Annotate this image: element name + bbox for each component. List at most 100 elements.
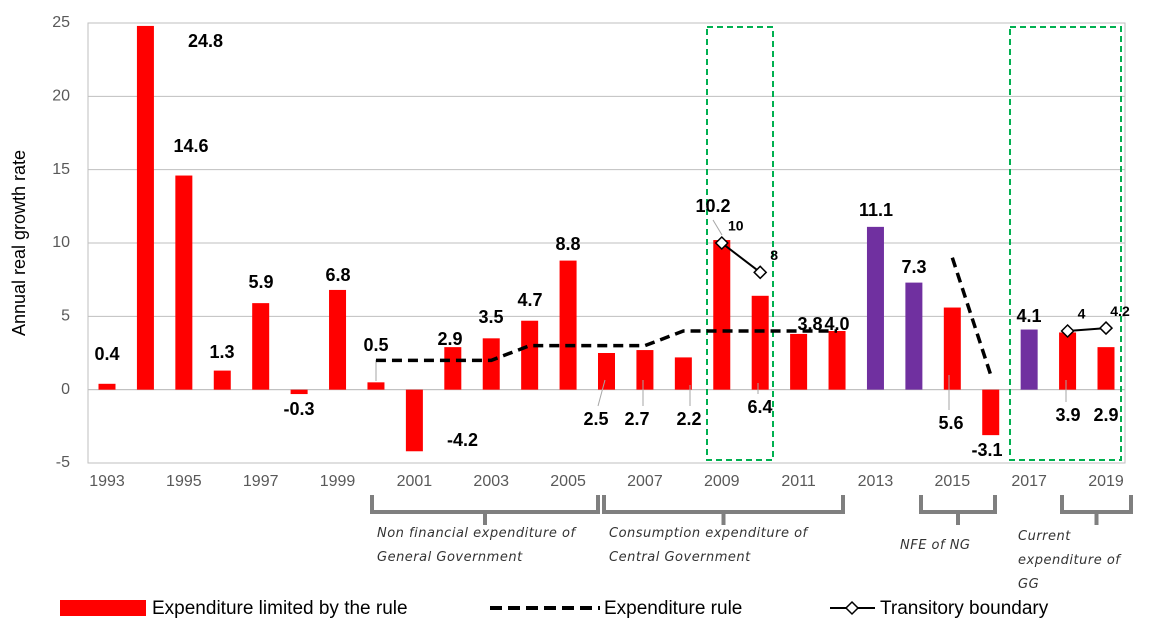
bar: [1020, 329, 1038, 390]
bracket: [370, 495, 600, 525]
legend-label: Expenditure limited by the rule: [152, 598, 408, 619]
bracket: [1060, 495, 1133, 525]
data-label: 2.5: [583, 409, 608, 429]
highlight-box: [1009, 26, 1122, 461]
bar: [905, 282, 923, 390]
y-tick-label: 0: [61, 381, 70, 398]
x-tick-label: 2013: [858, 473, 894, 490]
bar: [329, 289, 347, 390]
data-label: 11.1: [859, 200, 893, 220]
marker: [714, 235, 729, 251]
data-label: -4.2: [447, 430, 478, 450]
x-tick-label: 2007: [627, 473, 663, 490]
y-tick-label: 5: [61, 308, 70, 325]
data-label: 4.0: [824, 314, 849, 334]
bar: [367, 382, 385, 390]
bar: [943, 307, 961, 390]
bar: [136, 25, 154, 390]
x-tick-label: 1997: [243, 473, 279, 490]
data-label: 2.2: [676, 409, 701, 429]
line: [721, 242, 761, 274]
point-label: 4: [1078, 306, 1086, 322]
bar: [598, 353, 615, 390]
bar: [866, 226, 884, 390]
annotation: Non financial expenditure of General Gov…: [377, 526, 576, 565]
y-tick-label: -5: [56, 454, 70, 471]
annotation: NFE of NG: [900, 538, 971, 553]
data-label: 0.5: [363, 335, 388, 355]
annotation-box: NFE of NG: [900, 538, 971, 553]
data-label: 3.5: [478, 307, 503, 327]
data-label: 5.6: [938, 413, 963, 433]
data-label: -3.1: [971, 440, 1002, 460]
data-label: 5.9: [248, 272, 273, 292]
point-label: 4.2: [1110, 303, 1130, 319]
bar: [828, 331, 846, 390]
marker: [753, 265, 768, 280]
x-tick-label: 2009: [704, 473, 740, 490]
bar: [636, 350, 654, 390]
y-tick-label: 15: [52, 161, 70, 178]
data-label: 3.9: [1055, 405, 1080, 425]
data-label: 4.7: [517, 290, 542, 310]
bar: [674, 357, 692, 390]
bar: [405, 389, 423, 452]
data-label: 2.9: [437, 329, 462, 349]
x-tick-label: 1999: [320, 473, 356, 490]
data-label: 3.8: [797, 314, 822, 334]
bar: [175, 175, 193, 390]
line: [950, 257, 993, 376]
x-tick-label: 2011: [781, 473, 816, 490]
annotation-box: Current expenditure of GG: [1018, 529, 1121, 592]
point-label: 8: [770, 247, 778, 263]
legend-label: Transitory boundary: [880, 598, 1049, 619]
bar: [290, 389, 308, 395]
annotation-box: Consumption expenditure of Central Gover…: [609, 526, 808, 565]
annotation-box: Non financial expenditure of General Gov…: [377, 526, 576, 565]
bar: [444, 347, 462, 390]
x-tick-label: 1995: [166, 473, 202, 490]
data-label: 10.2: [695, 196, 730, 216]
data-label: 2.9: [1093, 405, 1118, 425]
bar: [713, 240, 731, 390]
point-label: 10: [728, 218, 744, 234]
highlight-box: [706, 26, 774, 461]
data-label: 8.8: [555, 234, 580, 254]
data-label: 24.8: [188, 31, 223, 51]
x-tick-label: 2015: [935, 473, 971, 490]
bar: [1097, 347, 1115, 390]
bar: [98, 383, 116, 390]
data-label: 6.4: [747, 397, 772, 417]
y-tick-label: 10: [52, 234, 70, 251]
bar: [252, 303, 270, 390]
data-label: -0.3: [283, 399, 314, 419]
legend-swatch: [60, 600, 146, 616]
x-tick-label: 2019: [1088, 473, 1124, 490]
marker: [1060, 323, 1075, 339]
x-tick-label: 1993: [89, 473, 125, 490]
bar: [982, 389, 1000, 436]
y-tick-label: 25: [52, 14, 70, 31]
x-tick-label: 2001: [397, 473, 433, 490]
data-label: 1.3: [209, 342, 234, 362]
y-tick-label: 20: [52, 88, 70, 105]
marker: [1098, 321, 1114, 336]
data-label: 0.4: [94, 344, 119, 364]
bar: [213, 370, 231, 390]
data-label: 2.7: [624, 409, 649, 429]
bar: [559, 260, 577, 390]
data-label: 6.8: [325, 265, 350, 285]
annotation: Consumption expenditure of Central Gover…: [609, 526, 808, 565]
y-axis-title: Annual real growth rate: [9, 150, 29, 336]
x-tick-label: 2003: [473, 473, 509, 490]
x-tick-label: 2005: [550, 473, 586, 490]
annotation: Current expenditure of GG: [1018, 529, 1121, 592]
legend-label: Expenditure rule: [604, 598, 742, 619]
bracket: [919, 495, 997, 525]
legend-swatch: [844, 600, 860, 616]
bar: [482, 338, 500, 390]
bracket: [602, 495, 845, 525]
leader-line: [712, 219, 723, 236]
data-label: 14.6: [173, 136, 208, 156]
